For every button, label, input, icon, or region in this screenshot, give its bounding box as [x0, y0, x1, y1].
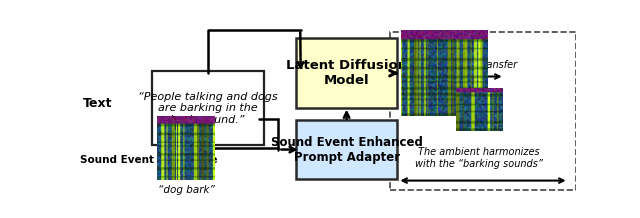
FancyBboxPatch shape: [296, 38, 397, 108]
FancyBboxPatch shape: [296, 120, 397, 179]
Text: “dog bark”: “dog bark”: [158, 185, 215, 195]
Text: The ambient harmonizes
with the “barking sounds”: The ambient harmonizes with the “barking…: [415, 147, 543, 169]
Text: Latent Diffusion
Model: Latent Diffusion Model: [286, 59, 407, 87]
Text: “People talking and dogs
are barking in the
background.”: “People talking and dogs are barking in …: [138, 92, 278, 125]
Text: Sound Event Enhanced
Prompt Adapter: Sound Event Enhanced Prompt Adapter: [271, 136, 422, 164]
Text: Sound Event Reference: Sound Event Reference: [80, 155, 218, 165]
Text: Text: Text: [83, 97, 112, 110]
Text: style transfer: style transfer: [452, 60, 517, 70]
FancyBboxPatch shape: [152, 72, 264, 145]
